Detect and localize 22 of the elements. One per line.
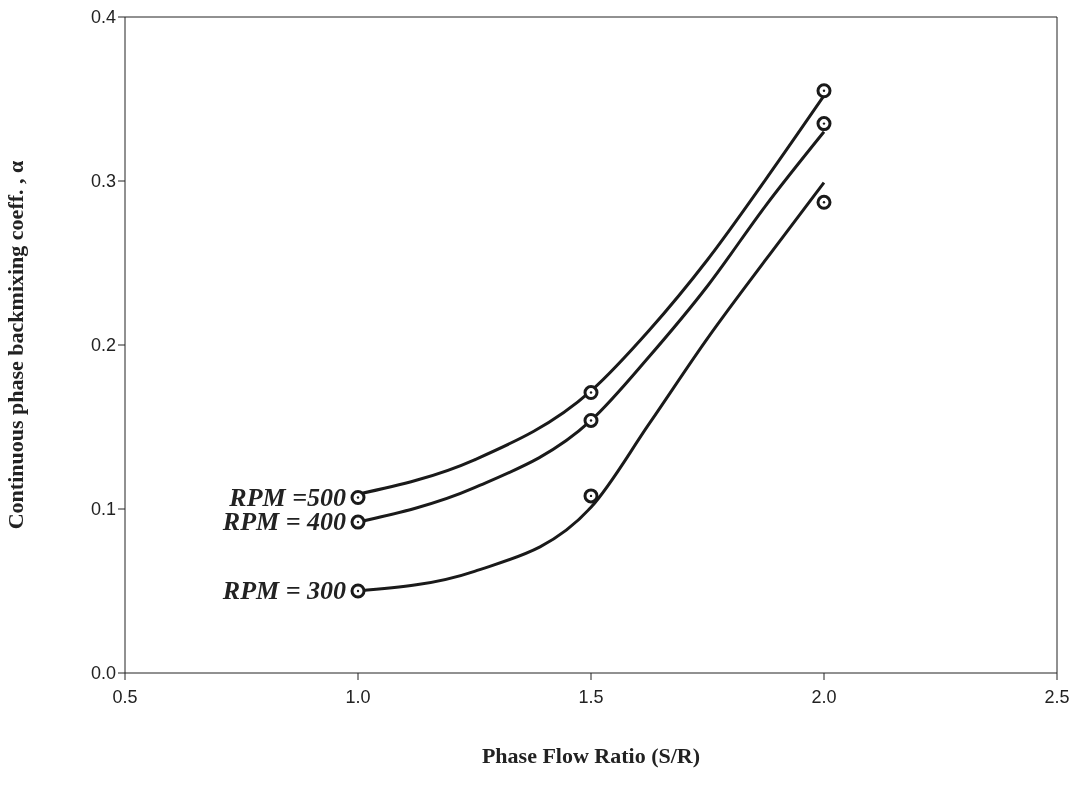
y-tick-label: 0.0 <box>90 663 116 684</box>
annotation: RPM = 300 <box>221 576 346 605</box>
point <box>816 83 832 99</box>
y-tick-label: 0.2 <box>90 335 116 356</box>
point <box>583 385 599 401</box>
x-tick-label: 0.5 <box>112 686 138 707</box>
x-tick-label: 1.5 <box>578 686 604 707</box>
point <box>816 116 832 132</box>
point <box>583 488 599 504</box>
y-tick-label: 0.4 <box>90 7 116 28</box>
y-tick-label: 0.1 <box>90 499 116 520</box>
x-tick-label: 2.0 <box>811 686 837 707</box>
point <box>350 583 366 599</box>
point <box>350 514 366 530</box>
point <box>816 194 832 210</box>
x-tick-label: 1.0 <box>345 686 371 707</box>
x-tick-label: 2.5 <box>1044 686 1070 707</box>
point <box>583 412 599 428</box>
x-axis-title: Phase Flow Ratio (S/R) <box>481 743 701 768</box>
point <box>350 490 366 506</box>
y-tick-label: 0.3 <box>90 171 116 192</box>
y-axis-title: Continuous phase backmixing coeff. , α <box>2 159 28 530</box>
